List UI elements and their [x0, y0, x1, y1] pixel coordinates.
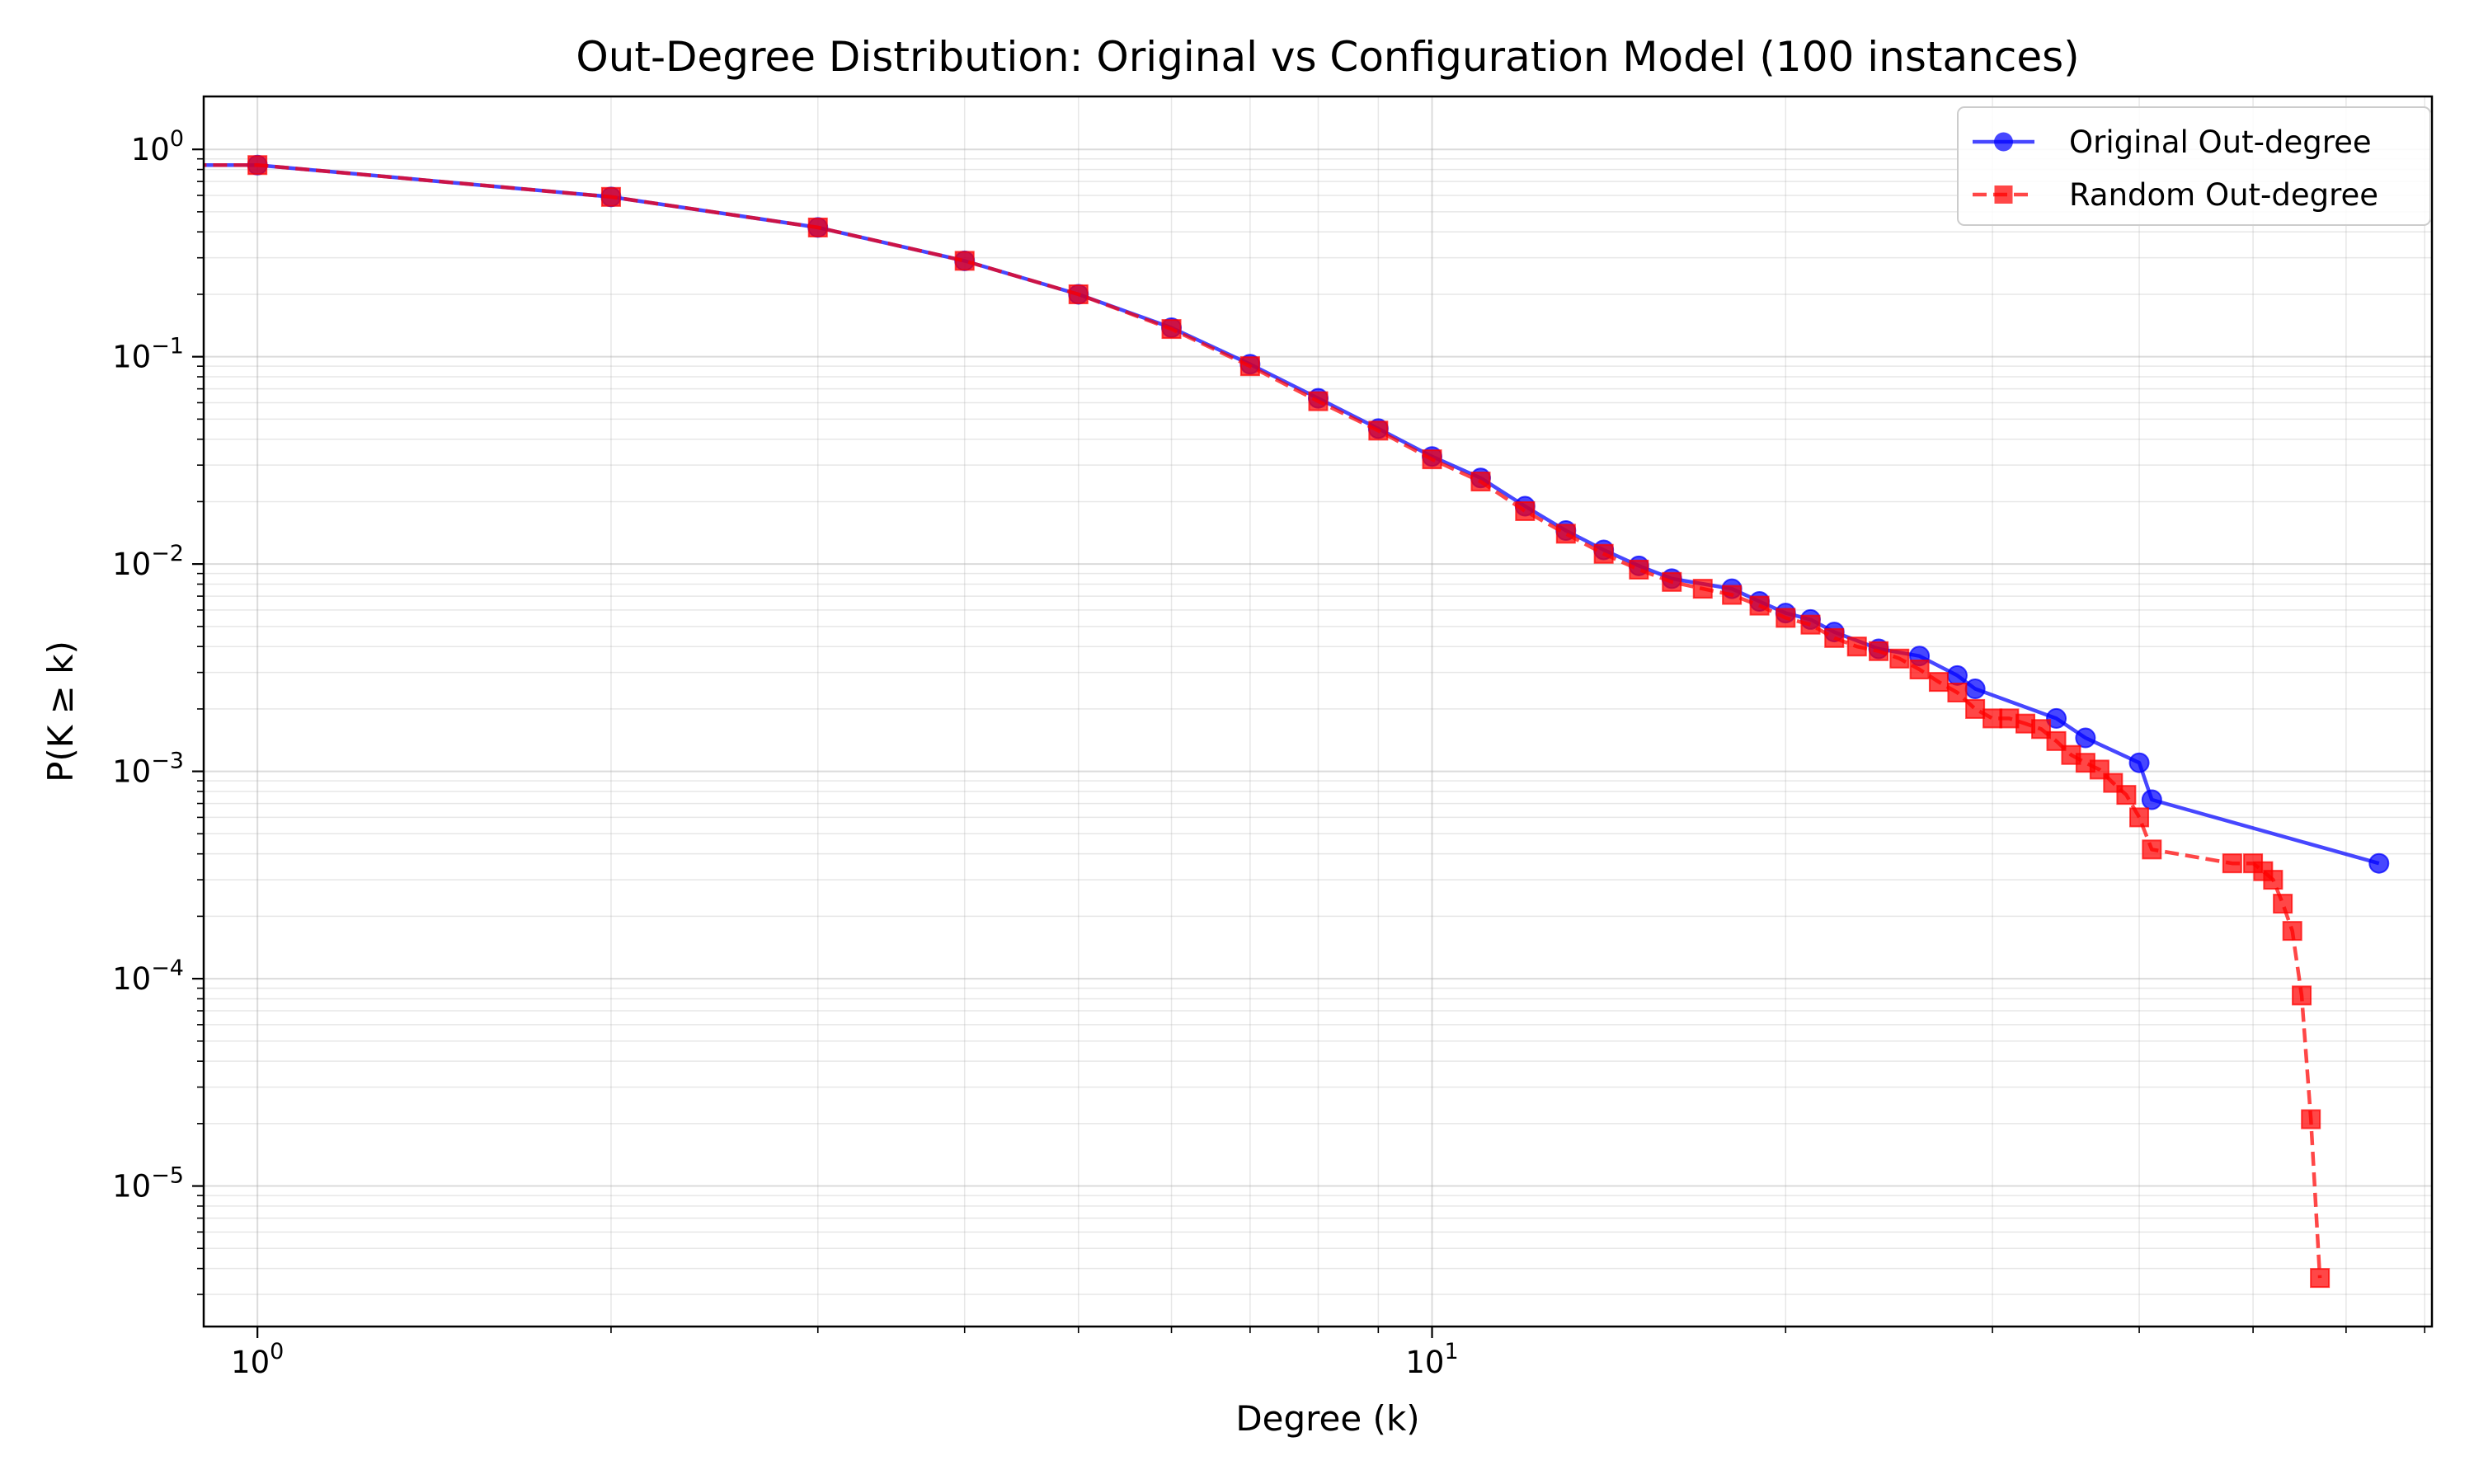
series-layer	[204, 154, 2390, 1289]
data-point	[1662, 571, 1682, 592]
legend-entry: Random Out-degree	[1973, 177, 2378, 213]
grid	[204, 96, 2432, 1327]
data-point	[1946, 665, 1968, 686]
data-point	[2129, 807, 2150, 828]
data-point	[1889, 648, 1910, 669]
data-point	[1593, 543, 1614, 564]
x-tick-label: 100	[231, 1339, 284, 1380]
data-point	[2368, 852, 2390, 874]
data-point	[1824, 627, 1845, 648]
legend-marker	[1994, 186, 2013, 204]
data-point	[1964, 679, 1986, 700]
data-point	[2273, 894, 2293, 914]
data-point	[1909, 660, 1930, 680]
data-point	[1722, 585, 1743, 605]
data-point	[1515, 500, 1536, 521]
data-point	[1368, 420, 1389, 441]
data-point	[2116, 785, 2137, 805]
data-point	[2031, 719, 2052, 740]
data-point	[1947, 682, 1968, 702]
legend-label: Original Out-degree	[2069, 124, 2372, 160]
data-point	[2142, 839, 2162, 860]
data-point	[1928, 672, 1949, 693]
data-point	[2222, 853, 2242, 874]
data-point	[954, 251, 975, 271]
data-point	[247, 155, 268, 176]
y-tick-label: 10−1	[112, 334, 184, 375]
data-point	[2282, 921, 2302, 942]
legend-entry: Original Out-degree	[1973, 124, 2372, 160]
data-point	[1308, 391, 1329, 411]
data-point	[1869, 641, 1889, 661]
legend-box	[1957, 106, 2431, 226]
y-tick-label: 10−4	[112, 956, 184, 997]
ticks: 100 101 100 10−1 10−2 10−3 10−4 10−5	[112, 126, 2426, 1380]
x-tick-label: 101	[1405, 1339, 1458, 1380]
data-point	[1965, 698, 1986, 719]
data-point	[1749, 595, 1770, 616]
y-tick-label: 10−3	[112, 749, 184, 790]
data-point	[2310, 1268, 2331, 1289]
legend-marker	[1994, 132, 2013, 152]
data-point	[2301, 1109, 2321, 1129]
x-axis-label: Degree (k)	[1235, 1398, 1419, 1439]
data-point	[1629, 559, 1649, 580]
y-tick-label: 10−5	[112, 1163, 184, 1205]
data-point	[1982, 708, 2003, 729]
y-axis-label: P(K ≥ k)	[40, 641, 81, 782]
chart-title: Out-Degree Distribution: Original vs Con…	[576, 33, 2079, 81]
data-point	[2263, 870, 2284, 890]
data-point	[1068, 284, 1089, 304]
data-point	[2128, 752, 2150, 773]
legend: Original Out-degree Random Out-degree	[1957, 106, 2431, 226]
y-tick-label: 10−2	[112, 541, 184, 582]
data-point	[2046, 730, 2067, 751]
data-point	[2075, 727, 2096, 749]
data-point	[2292, 985, 2312, 1006]
data-point	[1161, 319, 1182, 340]
data-point	[1555, 524, 1576, 544]
data-point	[1800, 614, 1821, 635]
data-point	[2046, 707, 2067, 729]
data-point	[600, 186, 621, 207]
data-point	[1239, 356, 1260, 377]
data-point	[807, 217, 828, 237]
series-2	[204, 155, 2331, 1289]
data-point	[1692, 579, 1713, 599]
data-point	[2141, 789, 2162, 810]
data-point	[1470, 472, 1491, 492]
data-point	[1846, 636, 1867, 657]
data-point	[1776, 608, 1796, 628]
y-tick-label: 100	[131, 126, 184, 167]
legend-label: Random Out-degree	[2069, 177, 2378, 213]
data-point	[1422, 449, 1442, 470]
